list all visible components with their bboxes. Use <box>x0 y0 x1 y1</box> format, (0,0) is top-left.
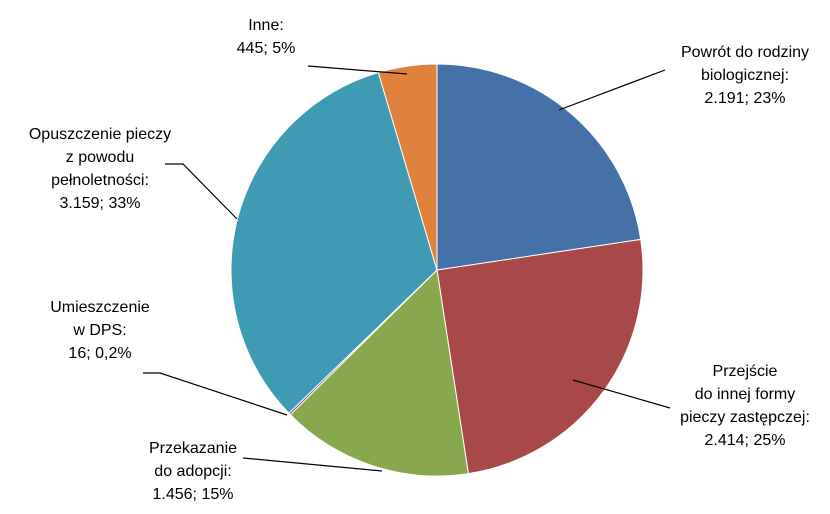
leader-line-0 <box>558 69 666 111</box>
slice-label-1: Przejście do innej formy pieczy zastępczej… <box>680 363 810 449</box>
slice-label-2: Przekazanie do adopcji: 1.456; 15% <box>149 440 237 503</box>
slice-label-line: Opuszczenie pieczy <box>29 126 171 143</box>
slice-label-line: Przejście <box>713 363 778 380</box>
slice-label-line: Powrót do rodziny <box>681 44 809 61</box>
slice-label-line: Przekazanie <box>149 440 237 457</box>
slice-label-line: 16; 0,2% <box>68 345 131 362</box>
slice-label-line: do adopcji: <box>154 463 231 480</box>
leader-line-5 <box>307 65 408 75</box>
pie-slice-0 <box>436 63 642 271</box>
pie-slice-1 <box>436 238 644 475</box>
slice-label-line: biologicznej: <box>701 67 789 84</box>
slice-label-0: Powrót do rodziny biologicznej: 2.191; 23% <box>681 44 809 107</box>
slice-label-line: pieczy zastępczej: <box>680 409 810 426</box>
leader-line-4 <box>165 163 238 220</box>
slice-labels: Powrót do rodziny biologicznej: 2.191; 23%… <box>29 17 810 503</box>
slice-label-line: 2.191; 23% <box>705 90 786 107</box>
pie-slice-5 <box>377 63 438 271</box>
slice-label-line: 1.456; 15% <box>153 486 234 503</box>
slice-label-line: pełnoletności: <box>51 172 149 189</box>
leader-lines <box>143 65 671 472</box>
slice-label-line: Umieszczenie <box>50 299 150 316</box>
leader-line-2 <box>242 457 383 472</box>
slice-label-line: Inne: <box>248 17 284 34</box>
pie-slice-2 <box>289 268 469 477</box>
leader-line-1 <box>572 379 671 409</box>
slice-label-line: 445; 5% <box>237 40 296 57</box>
slice-label-5: Inne: 445; 5% <box>237 17 296 57</box>
leader-line-3 <box>143 372 288 416</box>
slice-label-3: Umieszczenie w DPS: 16; 0,2% <box>50 299 150 362</box>
pie-slice-4 <box>230 71 438 414</box>
slice-label-line: 3.159; 33% <box>60 195 141 212</box>
pie-slices <box>230 63 644 477</box>
slice-label-4: Opuszczenie pieczy z powodu pełnoletności:… <box>29 126 171 212</box>
slice-label-line: do innej formy <box>695 386 796 403</box>
slice-label-line: z powodu <box>66 149 135 166</box>
slice-label-line: 2.414; 25% <box>705 432 786 449</box>
slice-label-line: w DPS: <box>72 322 126 339</box>
